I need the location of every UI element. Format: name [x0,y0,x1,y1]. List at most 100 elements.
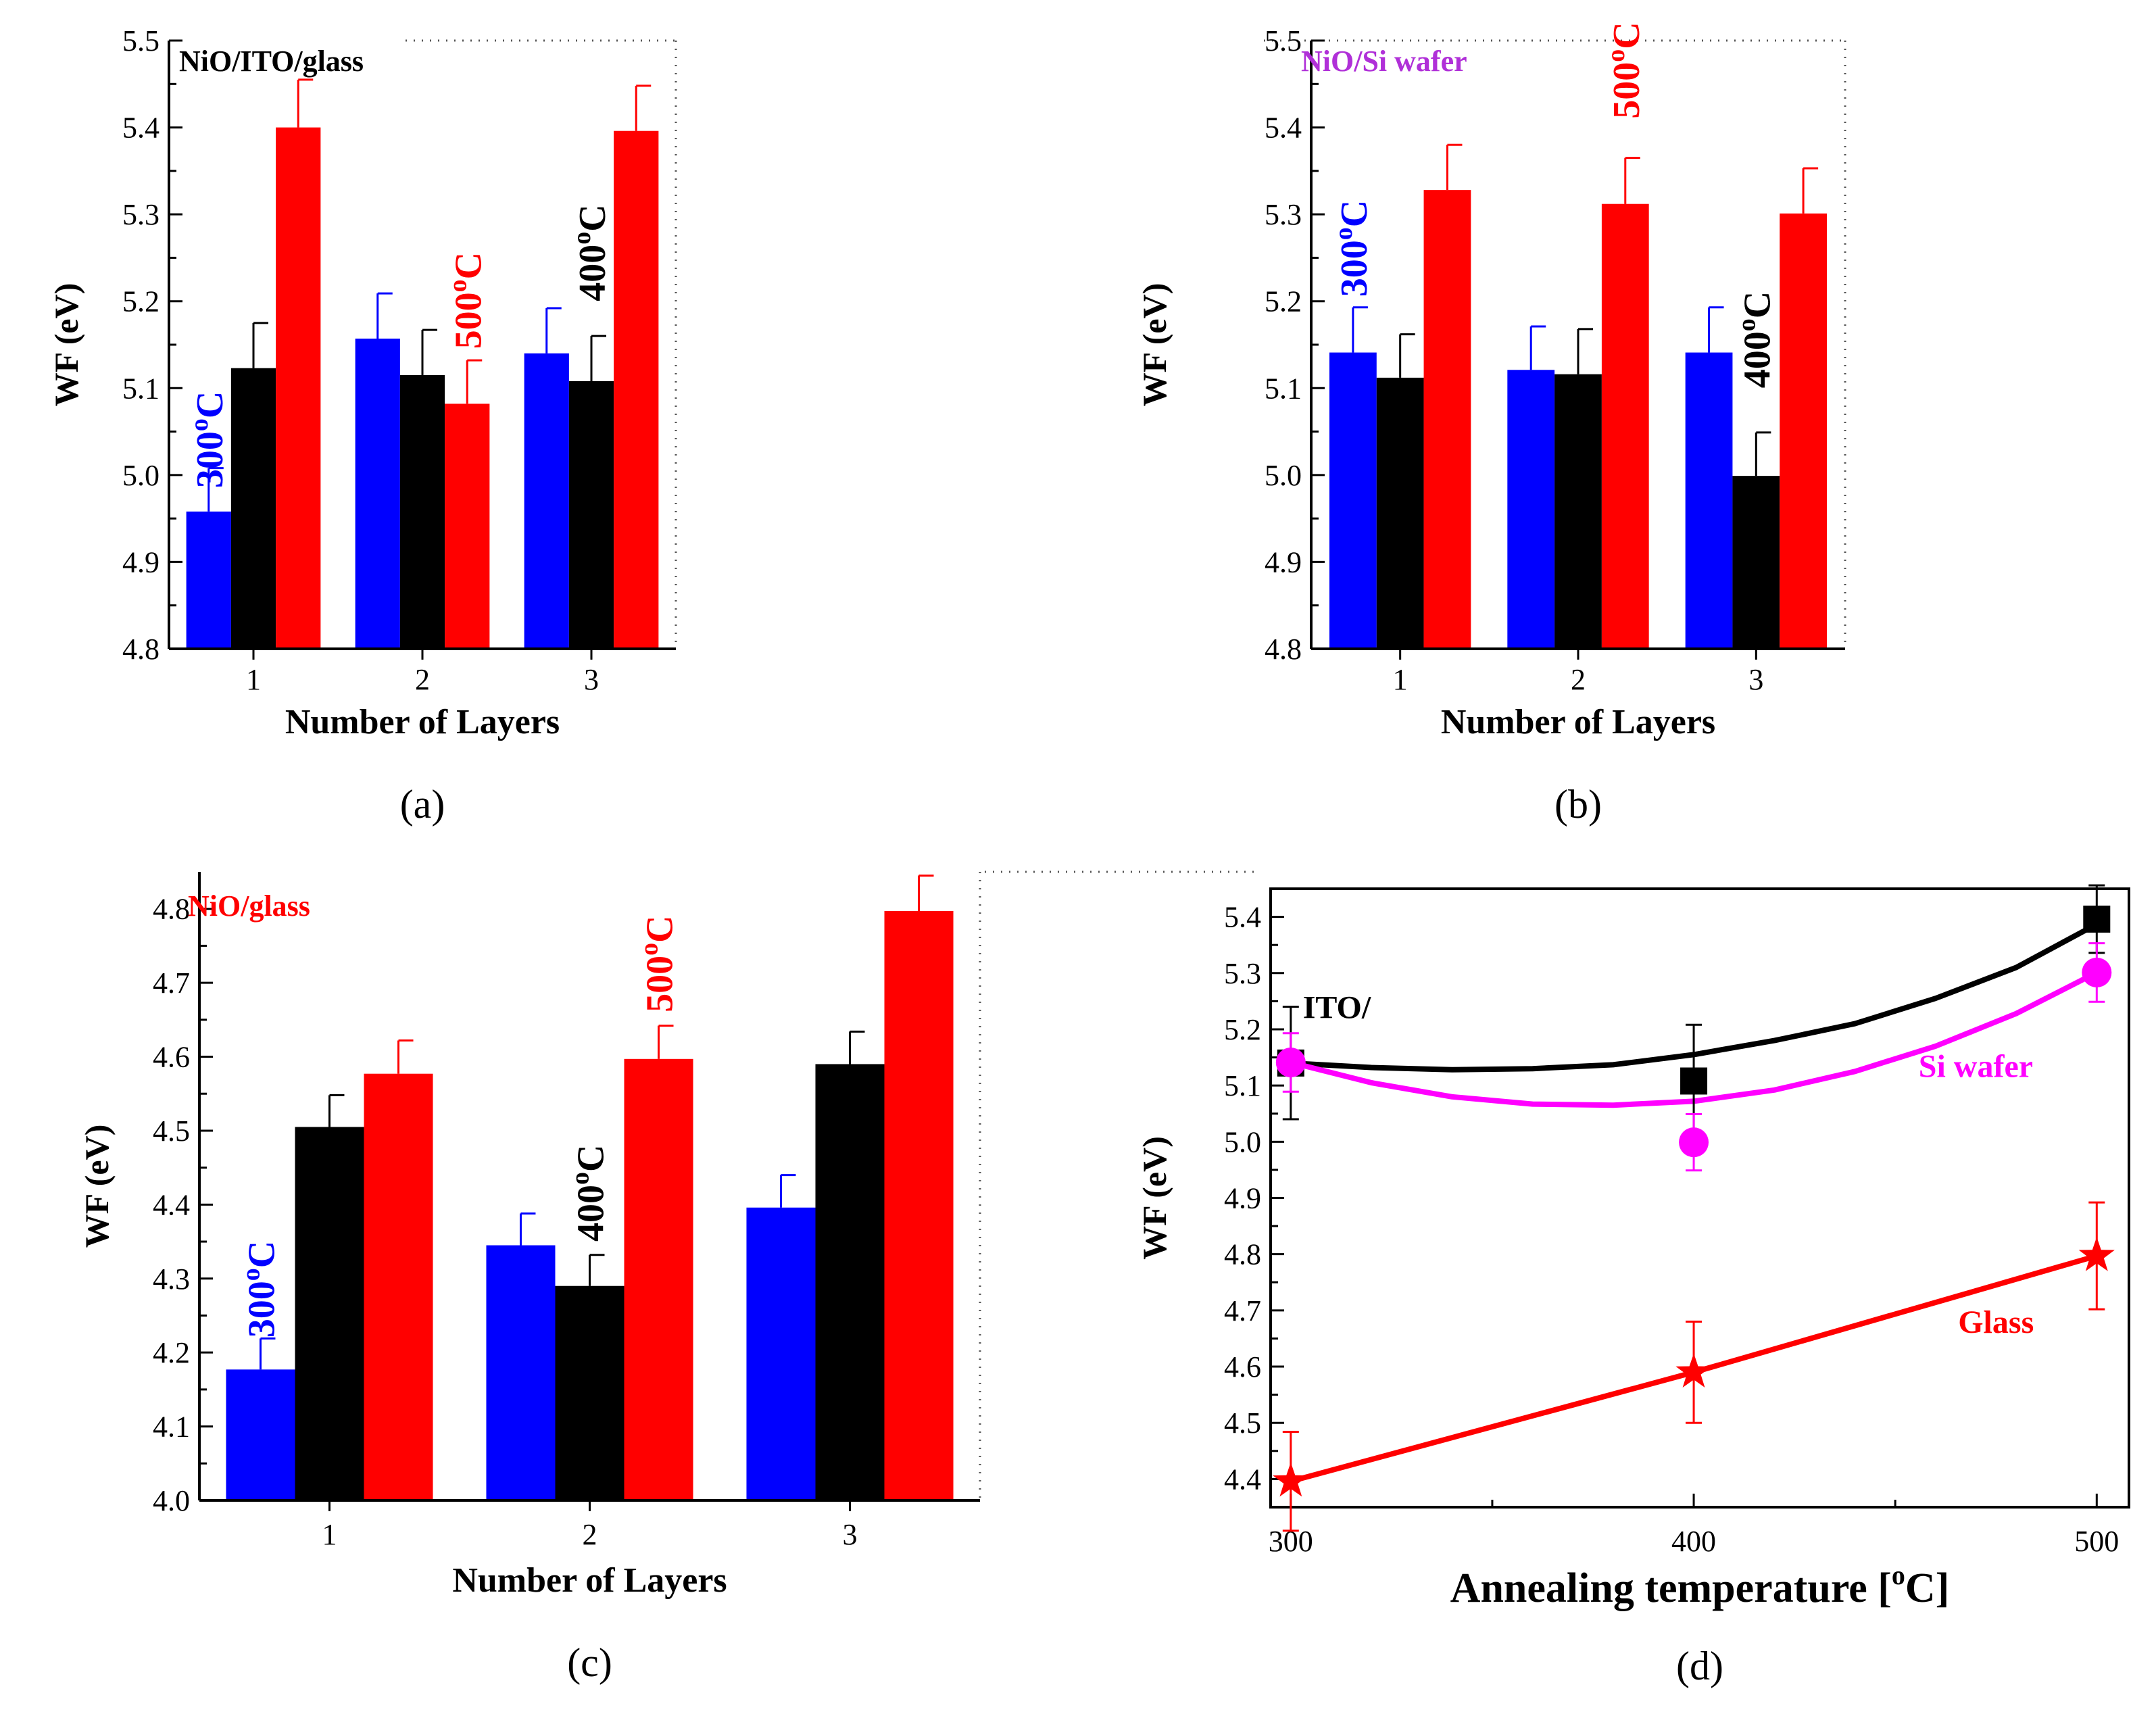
marker-ito-400 [1680,1067,1708,1095]
annotation-value: 300 [241,1281,283,1338]
y-tick-label: 4.7 [153,966,190,1000]
annotation-value: 400 [1736,331,1778,388]
bar-400oC-layer-1 [1376,377,1424,649]
series-label: Si wafer [1919,1049,2033,1085]
x-axis-label: Annealing temperature [oC] [1450,1560,1950,1611]
temperature-annotation: 300oC [185,391,231,488]
marker-glass-400 [1675,1353,1712,1388]
bar-400oC-layer-2 [555,1285,624,1500]
chart-panel-a: 4.8 4.9 5.0 5.1 5.2 5.3 5.4 5.5 1 2 3 Number of Lay… [47,24,677,827]
bar-500oC-layer-1 [1423,190,1471,649]
x-axis-label-degree: o [1892,1560,1905,1590]
panel-title: NiO/Si wafer [1301,45,1467,78]
bar-400oC-layer-3 [1732,476,1780,649]
y-tick-label: 5.1 [122,372,160,405]
y-tick-label: 4.7 [1224,1294,1261,1327]
x-axis-label-unit: C] [1905,1565,1949,1611]
y-tick-label: 5.1 [1265,372,1302,405]
bar-500oC-layer-2 [624,1058,693,1500]
annotation-value: 500 [447,292,489,349]
marker-siwafer-300 [1275,1048,1306,1078]
marker-glass-500 [2078,1237,2115,1271]
annotation-unit: C [1736,291,1778,318]
marker-ito-500 [2083,905,2111,933]
annotation-value: 500 [639,956,681,1012]
bar-300oC-layer-3 [524,353,569,649]
y-tick-label: 5.3 [1265,198,1302,231]
bar-400oC-layer-2 [399,375,445,649]
x-tick-label: 2 [1571,663,1586,696]
annotation-value: 300 [1333,240,1375,297]
annotation-degree: o [568,232,596,245]
y-tick-label: 4.1 [153,1411,190,1444]
x-axis-label: Number of Layers [285,703,560,741]
series-label: ITO/ [1303,989,1371,1025]
marker-siwafer-500 [2082,957,2112,987]
panel-caption: (d) [1676,1644,1723,1688]
x-axis-label: Number of Layers [452,1561,727,1600]
plot-frame [1269,887,2130,1509]
y-axis-label: WF (eV) [47,283,85,407]
marker-siwafer-400 [1679,1127,1709,1158]
temperature-annotation: 400oC [568,204,614,301]
bar-400oC-layer-2 [1554,374,1602,649]
y-tick-label: 4.9 [1265,545,1302,579]
bar-400oC-layer-3 [568,381,614,649]
annotation-degree: o [566,1172,595,1185]
y-tick-label: 4.9 [1224,1182,1261,1215]
y-tick-label: 4.4 [1224,1463,1261,1496]
panel-caption: (a) [400,782,445,827]
bar-500oC-layer-2 [1601,203,1649,649]
bar-300oC-layer-1 [186,511,231,649]
annotation-value: 300 [189,431,231,488]
y-tick-label: 4.8 [122,633,160,666]
y-tick-label: 4.6 [153,1041,190,1074]
y-tick-label: 4.6 [1224,1350,1261,1383]
annotation-unit: C [1333,200,1375,227]
temperature-annotation: 400oC [566,1145,612,1242]
annotation-degree: o [635,943,664,956]
panel-title: NiO/ITO/glass [179,45,364,78]
chart-panel-c: 4.0 4.1 4.2 4.3 4.4 4.5 4.6 4.7 4.8 1 2 3 Number of … [78,871,1254,1685]
x-axis-label-text: Annealing temperature [ [1450,1565,1892,1611]
y-tick-label: 5.0 [122,459,160,492]
bar-300oC-layer-1 [1329,352,1377,649]
y-tick-label: 4.8 [153,893,190,926]
y-tick-label: 5.4 [1224,901,1261,934]
annotation-unit: C [1606,22,1648,49]
annotation-degree: o [443,279,472,292]
temperature-annotation: 500oC [1602,22,1648,118]
y-tick-label: 4.2 [153,1336,190,1369]
marker-glass-300 [1273,1462,1309,1497]
bar-300oC-layer-3 [1685,352,1733,649]
temperature-annotation: 300oC [1329,200,1375,297]
y-axis-label: WF (eV) [78,1125,116,1248]
y-axis-label: WF (eV) [1135,283,1173,407]
y-tick-label: 5.0 [1265,459,1302,492]
y-tick-label: 4.5 [153,1114,190,1148]
y-axis-label: WF (eV) [1135,1136,1173,1260]
chart-panel-b: 4.8 4.9 5.0 5.1 5.2 5.3 5.4 5.5 1 2 3 Number of Lay… [1135,22,1846,827]
x-tick-label: 3 [843,1518,858,1551]
annotation-unit: C [189,391,231,418]
x-tick-label: 500 [2074,1525,2119,1558]
y-tick-label: 5.0 [1224,1125,1261,1158]
y-tick-label: 4.8 [1265,633,1302,666]
y-tick-label: 5.4 [122,112,160,145]
y-tick-label: 4.9 [122,545,160,579]
y-tick-label: 5.3 [1224,957,1261,990]
annotation-degree: o [1732,318,1761,331]
temperature-annotation: 300oC [237,1241,283,1338]
annotation-degree: o [185,418,214,431]
annotation-degree: o [1602,49,1630,62]
x-tick-label: 1 [1393,663,1408,696]
y-tick-label: 5.2 [122,285,160,318]
y-tick-label: 5.2 [1224,1013,1261,1046]
x-tick-label: 1 [246,663,261,696]
x-tick-label: 3 [584,663,599,696]
y-tick-label: 5.5 [122,24,160,57]
y-tick-label: 4.8 [1224,1238,1261,1271]
annotation-unit: C [570,1145,612,1172]
y-tick-label: 4.5 [1224,1406,1261,1440]
